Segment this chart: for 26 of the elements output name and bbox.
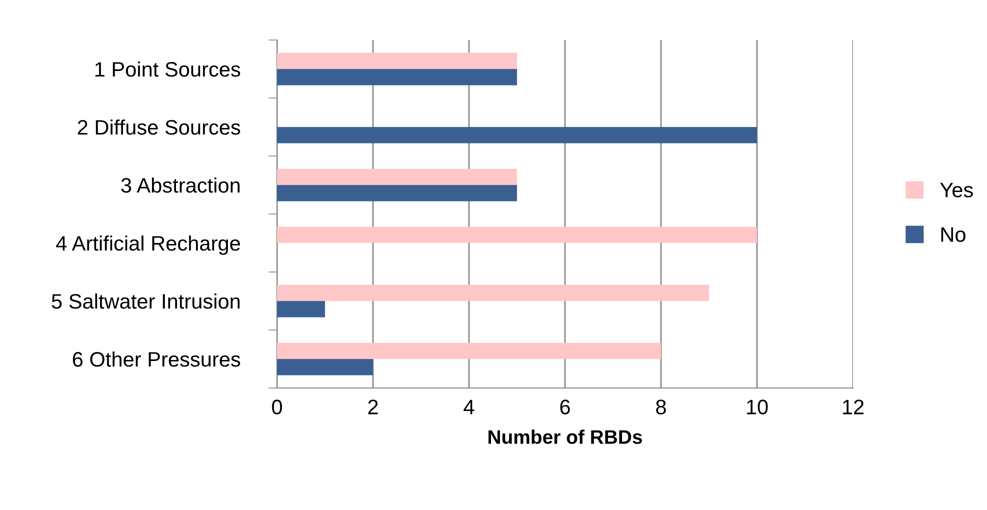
bar [277, 342, 661, 359]
y-tick-label: 1 Point Sources [95, 61, 240, 77]
bar [277, 226, 757, 243]
bar [277, 185, 517, 202]
x-tick-label: 0 [272, 400, 282, 414]
y-tick-label: 5 Saltwater Intrusion [52, 293, 240, 309]
x-tick-label: 4 [464, 400, 474, 414]
bar [277, 168, 517, 185]
x-axis-title: Number of RBDs [488, 430, 642, 444]
y-tick-label: 4 Artificial Recharge [56, 235, 240, 255]
bar [277, 284, 709, 301]
y-tick-label: 6 Other Pressures [72, 351, 240, 367]
bar [277, 359, 373, 376]
x-tick-label: 6 [560, 400, 570, 414]
x-tick-label: 12 [843, 400, 864, 414]
x-tick-label: 10 [747, 400, 768, 414]
legend-label: Yes [940, 182, 973, 198]
bar [277, 52, 517, 69]
bar [277, 301, 325, 318]
x-tick-label: 2 [368, 400, 378, 414]
y-tick-label: 3 Abstraction [121, 177, 240, 193]
bar [277, 127, 757, 144]
x-tick-label: 8 [656, 400, 666, 414]
y-tick-label: 2 Diffuse Sources [78, 119, 240, 135]
legend-label: No [941, 227, 966, 242]
bar [277, 69, 517, 86]
